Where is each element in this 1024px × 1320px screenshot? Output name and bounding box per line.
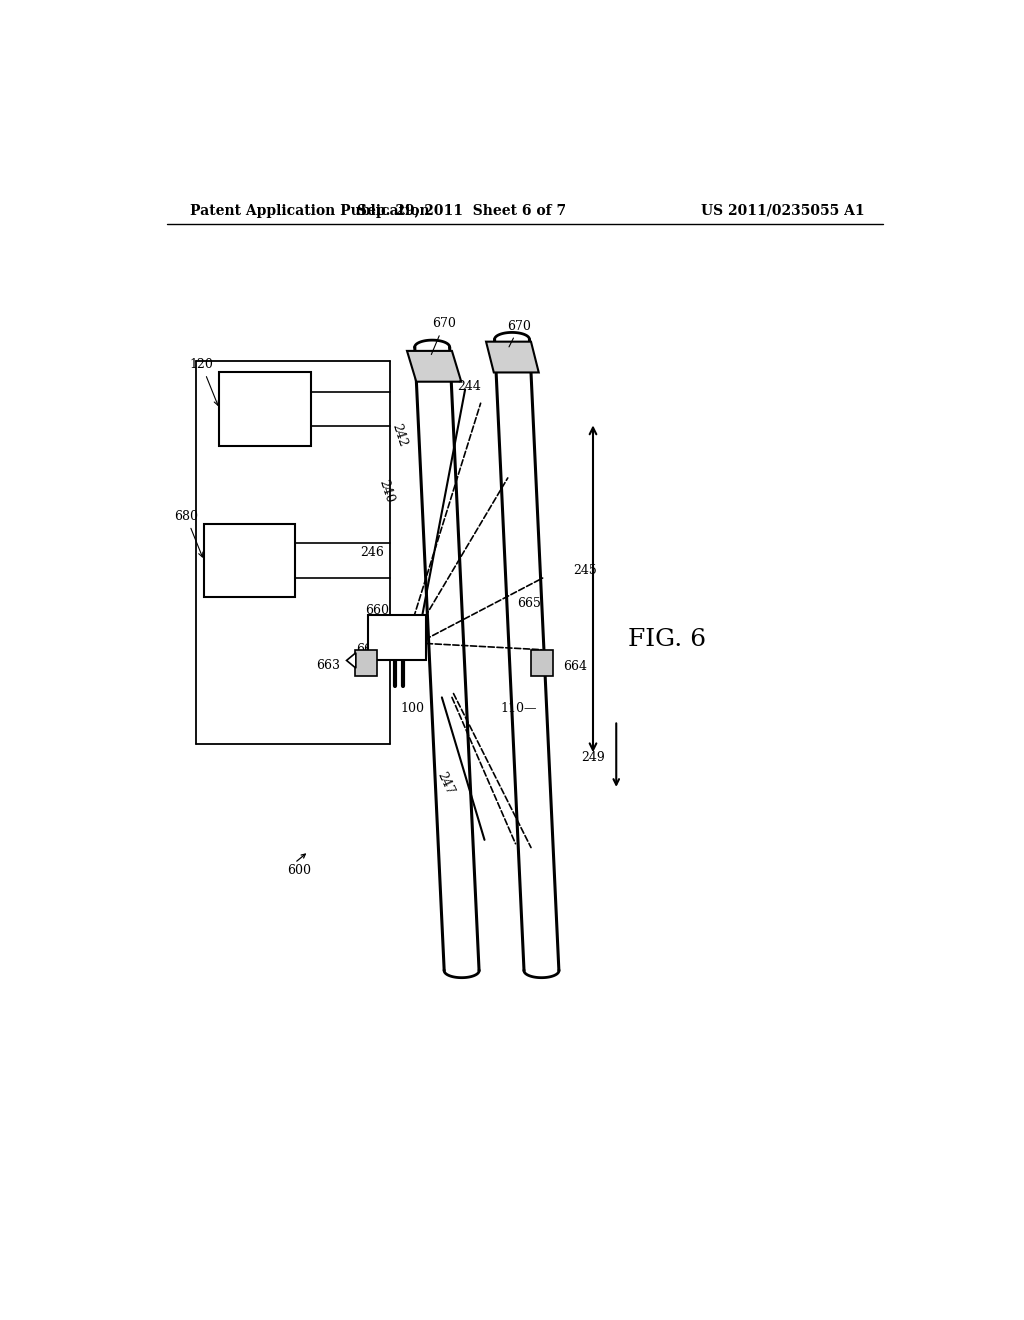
Bar (355, 649, 377, 676)
Text: 120: 120 (189, 358, 218, 405)
Text: FIG. 6: FIG. 6 (628, 628, 706, 651)
Text: 670: 670 (508, 319, 531, 347)
Text: 110—: 110— (500, 702, 537, 715)
Text: 100: 100 (400, 702, 424, 715)
Polygon shape (407, 351, 461, 381)
Text: 664: 664 (563, 660, 588, 673)
Text: 247: 247 (435, 770, 457, 797)
Text: 244: 244 (457, 380, 481, 393)
Text: 662: 662 (356, 643, 380, 656)
Text: 670: 670 (431, 317, 456, 355)
Bar (204, 524, 295, 597)
Bar (219, 372, 311, 446)
Text: 665: 665 (517, 597, 541, 610)
Text: 249: 249 (582, 751, 605, 764)
Text: US 2011/0235055 A1: US 2011/0235055 A1 (700, 203, 864, 218)
Text: Patent Application Publication: Patent Application Publication (190, 203, 430, 218)
Polygon shape (346, 653, 356, 668)
Text: 660: 660 (366, 603, 389, 616)
Polygon shape (486, 342, 539, 372)
Text: 663: 663 (316, 659, 340, 672)
Text: Sep. 29, 2011  Sheet 6 of 7: Sep. 29, 2011 Sheet 6 of 7 (356, 203, 566, 218)
Text: 680: 680 (174, 510, 203, 557)
Text: 240: 240 (376, 478, 396, 504)
Text: 246: 246 (360, 546, 384, 560)
Text: 245: 245 (573, 564, 597, 577)
Bar (369, 615, 426, 660)
Text: 600: 600 (287, 865, 311, 878)
Text: 242: 242 (389, 422, 410, 449)
Bar (531, 649, 553, 676)
